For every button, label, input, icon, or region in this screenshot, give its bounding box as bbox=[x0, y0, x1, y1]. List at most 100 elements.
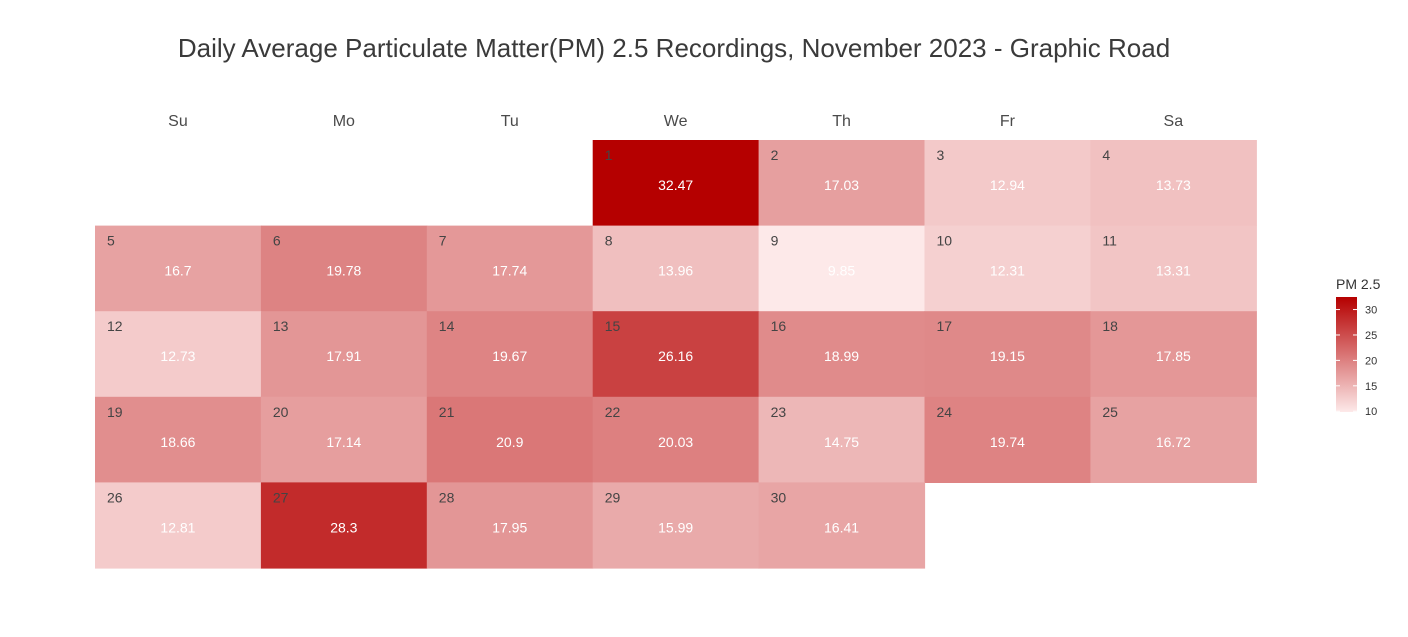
day-cell-tile bbox=[426, 311, 594, 398]
day-cell: 15 26.16 bbox=[592, 311, 760, 398]
day-number: 28 bbox=[439, 489, 455, 505]
day-cell: 99.85 bbox=[758, 225, 926, 312]
day-value-label: 19.74 bbox=[990, 434, 1025, 450]
day-value-label: 20.03 bbox=[658, 434, 693, 450]
day-number: 10 bbox=[937, 233, 953, 249]
day-number: 26 bbox=[107, 489, 123, 505]
day-cell-tile bbox=[758, 140, 926, 227]
day-cell: 12 12.73 bbox=[95, 311, 262, 398]
day-number: 23 bbox=[771, 404, 787, 420]
day-value-label: 12.31 bbox=[990, 263, 1025, 279]
weekday-label: Su bbox=[168, 113, 188, 130]
legend-tick-label: 30 bbox=[1365, 305, 1377, 317]
weekday-label: Tu bbox=[501, 113, 519, 130]
day-cell: 22 20.03 bbox=[592, 396, 760, 483]
day-cell-tile bbox=[426, 225, 594, 312]
day-cell-tile bbox=[758, 311, 926, 398]
day-value-label: 14.75 bbox=[824, 434, 859, 450]
day-number: 2 bbox=[771, 147, 779, 163]
day-value-label: 32.47 bbox=[658, 177, 693, 193]
day-value-label: 28.3 bbox=[330, 519, 357, 535]
day-cell: 28 17.95 bbox=[426, 482, 594, 569]
day-number: 19 bbox=[107, 404, 123, 420]
day-number: 20 bbox=[273, 404, 289, 420]
day-cell: 10 12.31 bbox=[924, 225, 1091, 312]
day-cell: 20 17.14 bbox=[260, 396, 428, 483]
day-number: 24 bbox=[937, 404, 953, 420]
day-value-label: 13.73 bbox=[1156, 177, 1191, 193]
day-number: 18 bbox=[1102, 318, 1118, 334]
day-value-label: 19.15 bbox=[990, 348, 1025, 364]
weekday-label: We bbox=[664, 113, 688, 130]
day-cell-tile bbox=[758, 482, 926, 569]
day-cell-tile bbox=[592, 396, 760, 483]
day-number: 25 bbox=[1102, 404, 1118, 420]
day-value-label: 20.9 bbox=[496, 434, 523, 450]
day-value-label: 18.99 bbox=[824, 348, 859, 364]
day-number: 22 bbox=[605, 404, 621, 420]
day-value-label: 19.78 bbox=[326, 263, 361, 279]
day-cell-tile bbox=[95, 482, 262, 569]
day-number: 15 bbox=[605, 318, 621, 334]
day-cell: 516.7 bbox=[95, 225, 262, 312]
day-cell-tile bbox=[95, 225, 262, 312]
day-value-label: 17.95 bbox=[492, 519, 527, 535]
day-number: 1 bbox=[605, 147, 613, 163]
day-cell-tile bbox=[1090, 140, 1257, 227]
day-value-label: 17.91 bbox=[326, 348, 361, 364]
day-number: 4 bbox=[1102, 147, 1110, 163]
legend-tick-label: 25 bbox=[1365, 330, 1377, 342]
day-number: 16 bbox=[771, 318, 787, 334]
day-value-label: 17.14 bbox=[326, 434, 361, 450]
day-cell: 18 17.85 bbox=[1090, 311, 1257, 398]
legend-tick-label: 15 bbox=[1365, 381, 1377, 393]
day-cell: 312.94 bbox=[924, 140, 1091, 227]
day-cell: 23 14.75 bbox=[758, 396, 926, 483]
day-cell: 11 13.31 bbox=[1090, 225, 1257, 312]
day-value-label: 16.72 bbox=[1156, 434, 1191, 450]
day-number: 3 bbox=[937, 147, 945, 163]
day-cell: 25 16.72 bbox=[1090, 396, 1257, 483]
chart-title: Daily Average Particulate Matter(PM) 2.5… bbox=[177, 33, 1171, 63]
day-number: 7 bbox=[439, 233, 447, 249]
day-cell-tile bbox=[1090, 225, 1257, 312]
day-cell: 14 19.67 bbox=[426, 311, 594, 398]
day-number: 11 bbox=[1102, 233, 1117, 249]
weekday-label: Th bbox=[832, 113, 851, 130]
weekday-label: Fr bbox=[1000, 113, 1016, 130]
day-number: 30 bbox=[771, 489, 787, 505]
day-cell-tile bbox=[592, 311, 760, 398]
day-number: 6 bbox=[273, 233, 281, 249]
day-number: 27 bbox=[273, 489, 289, 505]
day-value-label: 12.81 bbox=[160, 519, 195, 535]
day-cell-tile bbox=[592, 225, 760, 312]
color-legend: PM 2.5 10 15 20 25 30 bbox=[1336, 276, 1381, 418]
day-number: 5 bbox=[107, 233, 115, 249]
day-cell-tile bbox=[260, 225, 428, 312]
day-cell-tile bbox=[260, 482, 428, 569]
day-cell-tile bbox=[758, 225, 926, 312]
day-cell: 27 28.3 bbox=[260, 482, 428, 569]
day-cell-tile bbox=[1090, 396, 1257, 483]
day-value-label: 16.41 bbox=[824, 519, 859, 535]
day-cell-tile bbox=[758, 396, 926, 483]
day-value-label: 17.85 bbox=[1156, 348, 1191, 364]
day-number: 8 bbox=[605, 233, 613, 249]
day-cell: 619.78 bbox=[260, 225, 428, 312]
day-number: 13 bbox=[273, 318, 289, 334]
day-cell: 17 19.15 bbox=[924, 311, 1091, 398]
weekday-label: Sa bbox=[1164, 113, 1184, 130]
day-cell: 813.96 bbox=[592, 225, 760, 312]
day-value-label: 12.94 bbox=[990, 177, 1025, 193]
day-cell: 132.47 bbox=[592, 140, 760, 227]
day-cell: 717.74 bbox=[426, 225, 594, 312]
day-cell-tile bbox=[924, 140, 1091, 227]
day-cell: 26 12.81 bbox=[95, 482, 262, 569]
day-number: 17 bbox=[937, 318, 953, 334]
day-cell: 29 15.99 bbox=[592, 482, 760, 569]
day-value-label: 13.96 bbox=[658, 263, 693, 279]
day-cell: 13 17.91 bbox=[260, 311, 428, 398]
day-value-label: 26.16 bbox=[658, 348, 693, 364]
